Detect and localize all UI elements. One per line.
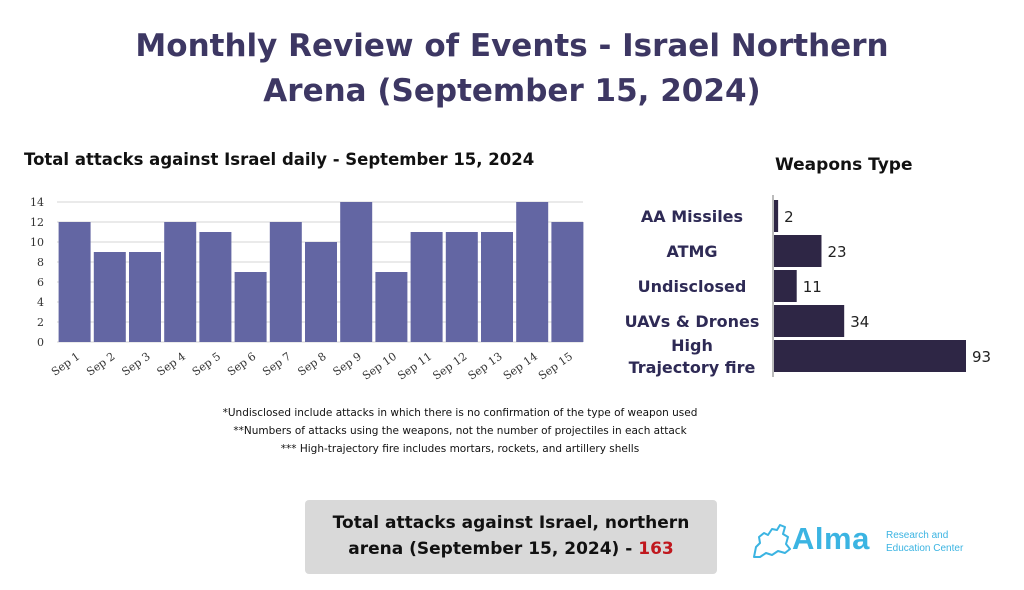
weapon-value-label: 23	[827, 243, 846, 261]
weapons-type-chart: 2 AA Missiles 23 ATMG 11 Undisclosed 34 UAVs & …	[625, 195, 991, 377]
x-tick-label: Sep 4	[155, 350, 188, 379]
daily-bar	[164, 222, 197, 342]
total-line-2-prefix: arena (September 15, 2024) -	[348, 539, 639, 559]
y-tick-label: 8	[37, 256, 44, 269]
logo-subtitle-line-1: Research and	[886, 530, 949, 541]
weapon-category-label: ATMG	[666, 242, 717, 261]
weapon-bar	[774, 340, 966, 372]
y-tick-label: 4	[37, 296, 44, 309]
footnote-2: **Numbers of attacks using the weapons, …	[233, 425, 687, 437]
daily-chart-title: Total attacks against Israel daily - Sep…	[24, 150, 535, 169]
x-tick-label: Sep 3	[119, 350, 152, 379]
daily-bar	[305, 242, 337, 342]
y-tick-label: 0	[37, 336, 44, 349]
x-tick-label: Sep 10	[360, 350, 399, 383]
weapon-bar	[774, 235, 822, 267]
weapon-bar	[774, 305, 845, 337]
x-tick-label: Sep 6	[225, 350, 258, 379]
daily-bar	[481, 232, 513, 342]
footnotes: *Undisclosed include attacks in which th…	[130, 404, 790, 458]
daily-bar	[269, 222, 302, 342]
weapons-chart-title: Weapons Type	[775, 155, 913, 175]
logo-subtitle: Research and Education Center	[886, 529, 963, 555]
daily-bar	[340, 202, 373, 342]
y-tick-label: 2	[37, 316, 44, 329]
weapon-value-label: 2	[784, 208, 794, 226]
weapon-category-label: Undisclosed	[638, 277, 747, 296]
x-tick-label: Sep 14	[501, 350, 540, 383]
weapon-category-label: UAVs & Drones	[625, 312, 760, 331]
x-tick-label: Sep 13	[466, 350, 505, 383]
x-tick-label: Sep 15	[536, 350, 575, 383]
y-tick-label: 12	[30, 216, 44, 229]
page-title-line-2: Arena (September 15, 2024)	[263, 73, 761, 109]
weapon-category-label: High	[671, 336, 713, 355]
logo-wordmark: Alma	[792, 521, 870, 556]
total-attacks-box: Total attacks against Israel, northern a…	[305, 500, 717, 574]
weapon-value-label: 93	[972, 348, 991, 366]
weapon-bar	[774, 200, 779, 232]
daily-bar	[129, 252, 161, 342]
weapon-value-label: 34	[850, 313, 869, 331]
daily-bar	[445, 232, 478, 342]
x-tick-label: Sep 9	[331, 350, 364, 379]
total-line-2: arena (September 15, 2024) - 163	[305, 536, 717, 562]
logo-subtitle-line-2: Education Center	[886, 543, 964, 554]
page-title: Monthly Review of Events - Israel Northe…	[112, 24, 912, 114]
x-tick-label: Sep 12	[430, 350, 469, 383]
weapon-bar	[774, 270, 797, 302]
daily-bar	[410, 232, 443, 342]
daily-bar	[199, 232, 232, 342]
x-tick-label: Sep 5	[190, 350, 223, 379]
y-tick-label: 6	[37, 276, 44, 289]
weapon-category-label: Trajectory fire	[629, 358, 756, 377]
weapon-category-label: AA Missiles	[641, 207, 743, 226]
x-tick-label: Sep 7	[260, 350, 293, 379]
daily-bar	[551, 222, 584, 342]
daily-bar	[58, 222, 91, 342]
footnote-1: *Undisclosed include attacks in which th…	[222, 407, 698, 419]
daily-bar	[93, 252, 126, 342]
total-line-1: Total attacks against Israel, northern	[332, 513, 690, 533]
daily-bar	[234, 272, 267, 342]
weapon-value-label: 11	[803, 278, 822, 296]
footnote-3: *** High-trajectory fire includes mortar…	[280, 443, 640, 455]
daily-bar	[375, 272, 408, 342]
x-tick-label: Sep 1	[49, 350, 82, 379]
total-attacks-value: 163	[638, 539, 674, 559]
y-tick-label: 14	[30, 196, 44, 209]
x-tick-label: Sep 2	[84, 350, 117, 379]
x-tick-label: Sep 11	[395, 350, 434, 383]
page-title-line-1: Monthly Review of Events - Israel Northe…	[135, 28, 889, 64]
israel-map-outline-icon	[753, 524, 791, 558]
daily-bar	[516, 202, 549, 342]
y-tick-label: 10	[30, 236, 44, 249]
x-tick-label: Sep 8	[295, 350, 328, 379]
alma-logo: Alma Research and Education Center	[750, 515, 1000, 565]
